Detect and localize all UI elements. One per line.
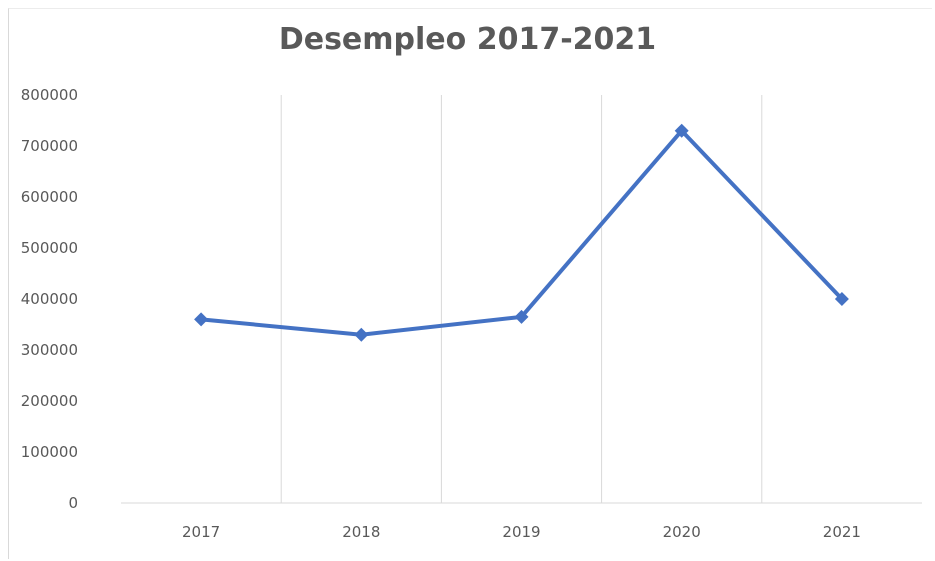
y-tick-label: 700000 [21, 137, 78, 155]
x-tick-label: 2021 [823, 523, 861, 541]
y-tick-labels: 0 100000 200000 300000 400000 500000 600000 700… [21, 86, 78, 512]
data-markers [194, 123, 849, 342]
y-tick-label: 300000 [21, 341, 78, 359]
data-point-marker [194, 312, 209, 327]
chart-area [8, 8, 932, 559]
y-tick-label: 100000 [21, 443, 78, 461]
x-tick-label: 2017 [182, 523, 220, 541]
x-tick-label: 2020 [663, 523, 701, 541]
data-point-marker [514, 309, 529, 324]
x-tick-label: 2019 [502, 523, 540, 541]
y-tick-label: 600000 [21, 188, 78, 206]
data-point-marker [834, 292, 849, 306]
y-tick-label: 800000 [21, 86, 78, 104]
data-point-marker [674, 123, 689, 138]
x-tick-labels: 2017 2018 2019 2020 2021 [182, 523, 861, 541]
data-point-marker [354, 327, 369, 342]
chart-title: Desempleo 2017-2021 [278, 22, 657, 57]
x-tick-label: 2018 [342, 523, 380, 541]
gridlines [280, 95, 763, 503]
y-tick-label: 400000 [21, 290, 78, 308]
y-tick-label: 0 [68, 494, 78, 512]
series-lines [199, 128, 844, 337]
series-line [199, 128, 844, 337]
y-tick-label: 500000 [21, 239, 78, 257]
y-tick-label: 200000 [21, 392, 78, 410]
